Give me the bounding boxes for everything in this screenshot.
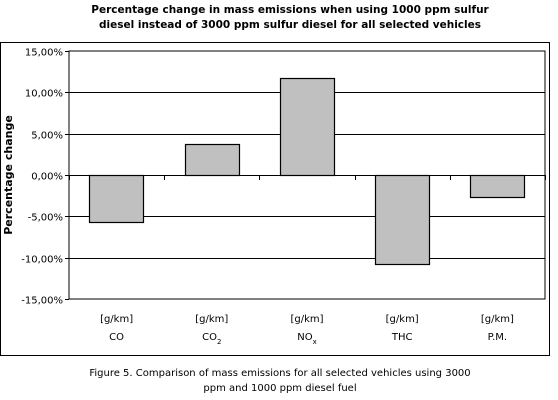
chart-title: Percentage change in mass emissions when… bbox=[60, 3, 520, 33]
x-tick-unit-label: [g/km] bbox=[290, 314, 323, 325]
x-tick-unit-label: [g/km] bbox=[195, 314, 228, 325]
y-tick-label: 0,00% bbox=[31, 172, 63, 183]
x-tick-label: NOx bbox=[297, 332, 317, 346]
x-tick-label: CO2 bbox=[202, 332, 221, 346]
chart-title-line-1: Percentage change in mass emissions when… bbox=[91, 4, 489, 16]
bar bbox=[184, 143, 241, 177]
x-tick-unit-label: [g/km] bbox=[386, 314, 419, 325]
chart-title-line-2: diesel instead of 3000 ppm sulfur diesel… bbox=[98, 19, 481, 31]
y-tick-label: -5,00% bbox=[28, 213, 63, 224]
x-tick-label: P.M. bbox=[488, 332, 507, 343]
x-tick-unit-label: [g/km] bbox=[481, 314, 514, 325]
chart-frame bbox=[0, 42, 550, 356]
bar bbox=[374, 174, 431, 266]
x-tick-labels: [g/km] CO [g/km] CO2 [g/km] NOx [g/km] THC [g/km… bbox=[100, 314, 514, 346]
y-tick-label: 15,00% bbox=[25, 48, 63, 59]
x-tick-unit-label: [g/km] bbox=[100, 314, 133, 325]
y-tick-labels: 15,00% 10,00% 5,00% 0,00% -5,00% -10,00% -15,0… bbox=[21, 48, 63, 307]
caption-line-2: ppm and 1000 ppm diesel fuel bbox=[203, 383, 357, 394]
y-tick-label: 10,00% bbox=[25, 89, 63, 100]
y-tick-label: 5,00% bbox=[31, 131, 63, 142]
bars bbox=[69, 77, 545, 266]
y-axis-label: Percentage change bbox=[2, 115, 15, 235]
caption-line-1: Figure 5. Comparison of mass emissions f… bbox=[89, 368, 471, 379]
y-tick-label: -15,00% bbox=[21, 296, 63, 307]
x-tick-label: CO bbox=[109, 332, 124, 343]
bar bbox=[279, 77, 336, 177]
bar bbox=[88, 174, 145, 224]
y-tick-label: -10,00% bbox=[21, 255, 63, 266]
figure-caption: Figure 5. Comparison of mass emissions f… bbox=[70, 366, 490, 396]
x-tick-label: THC bbox=[391, 332, 413, 343]
bar bbox=[469, 174, 526, 199]
